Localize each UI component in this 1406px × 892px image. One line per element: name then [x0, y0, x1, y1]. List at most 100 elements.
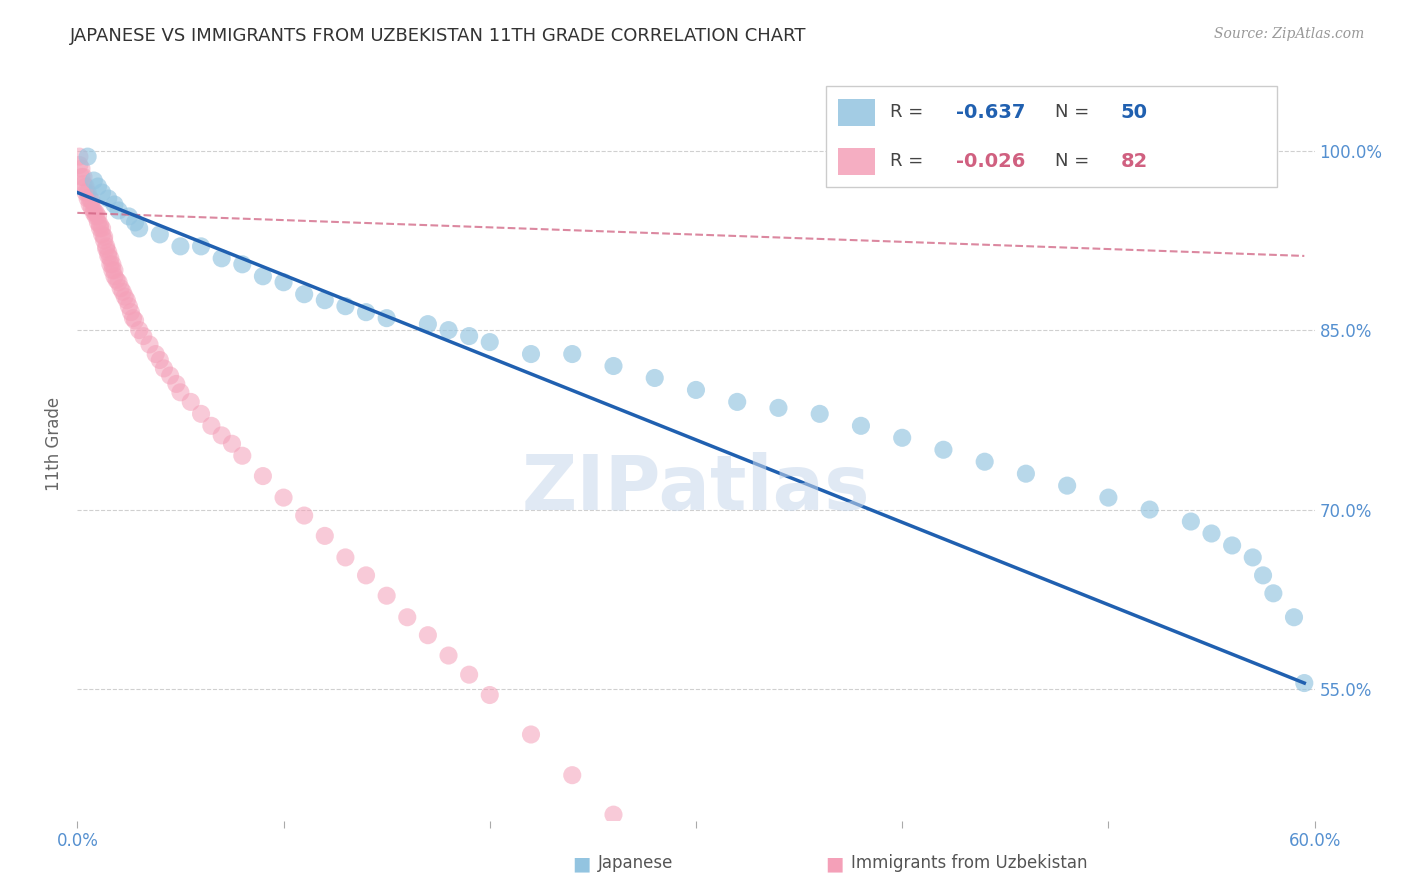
Point	[520, 347, 543, 361]
Text: R =: R =	[890, 103, 929, 121]
Text: ■: ■	[572, 854, 591, 873]
Point	[96, 242, 118, 256]
Point	[80, 201, 103, 215]
Point	[416, 628, 439, 642]
Point	[145, 347, 167, 361]
Point	[93, 233, 115, 247]
Point	[96, 239, 118, 253]
Point	[685, 383, 707, 397]
Point	[87, 179, 110, 194]
Point	[132, 329, 155, 343]
Point	[180, 395, 202, 409]
Point	[75, 186, 97, 200]
Point	[79, 197, 101, 211]
Point	[1097, 491, 1119, 505]
Point	[83, 206, 105, 220]
Point	[153, 361, 176, 376]
Point	[101, 257, 124, 271]
Point	[725, 395, 748, 409]
Point	[808, 407, 831, 421]
Text: R =: R =	[890, 153, 929, 170]
Point	[98, 257, 121, 271]
Point	[1282, 610, 1305, 624]
Point	[103, 197, 125, 211]
Point	[169, 385, 191, 400]
Point	[124, 313, 146, 327]
Point	[98, 252, 121, 266]
Point	[849, 418, 872, 433]
Point	[561, 768, 583, 782]
Point	[437, 648, 460, 663]
Point	[335, 550, 357, 565]
Bar	[838, 98, 876, 126]
Point	[124, 215, 146, 229]
Point	[83, 173, 105, 187]
Point	[221, 437, 243, 451]
Point	[1056, 478, 1078, 492]
Text: ■: ■	[825, 854, 844, 873]
Point	[159, 368, 181, 383]
Text: ZIPatlas: ZIPatlas	[522, 452, 870, 526]
Point	[375, 311, 398, 326]
Point	[103, 269, 125, 284]
Point	[87, 210, 110, 224]
Point	[91, 221, 114, 235]
Text: -0.026: -0.026	[956, 152, 1025, 170]
Point	[602, 359, 624, 373]
Point	[128, 323, 150, 337]
Point	[211, 252, 233, 266]
Text: -0.637: -0.637	[956, 103, 1025, 121]
Point	[602, 807, 624, 822]
Point	[93, 229, 115, 244]
Point	[252, 469, 274, 483]
Point	[561, 347, 583, 361]
Point	[72, 169, 94, 184]
Point	[644, 371, 666, 385]
Point	[292, 508, 315, 523]
Point	[375, 589, 398, 603]
Point	[231, 449, 253, 463]
Point	[458, 329, 481, 343]
Point	[72, 177, 94, 191]
Point	[1241, 550, 1264, 565]
Point	[1015, 467, 1038, 481]
Point	[273, 275, 295, 289]
Point	[138, 337, 160, 351]
Point	[76, 150, 98, 164]
Point	[644, 847, 666, 862]
Text: 82: 82	[1121, 152, 1147, 170]
Point	[1263, 586, 1285, 600]
Text: JAPANESE VS IMMIGRANTS FROM UZBEKISTAN 11TH GRADE CORRELATION CHART: JAPANESE VS IMMIGRANTS FROM UZBEKISTAN 1…	[70, 27, 807, 45]
Point	[314, 529, 336, 543]
Point	[76, 192, 98, 206]
Text: Immigrants from Uzbekistan: Immigrants from Uzbekistan	[851, 855, 1087, 872]
Text: 50: 50	[1121, 103, 1147, 121]
Point	[80, 194, 103, 208]
Point	[84, 210, 107, 224]
Point	[91, 186, 114, 200]
Point	[520, 727, 543, 741]
Point	[103, 263, 125, 277]
Point	[252, 269, 274, 284]
Point	[458, 667, 481, 681]
Point	[1251, 568, 1274, 582]
Point	[91, 227, 114, 242]
Point	[768, 401, 790, 415]
Point	[396, 610, 419, 624]
Point	[891, 431, 914, 445]
Text: N =: N =	[1054, 103, 1095, 121]
Point	[118, 210, 141, 224]
Y-axis label: 11th Grade: 11th Grade	[45, 397, 63, 491]
Point	[1139, 502, 1161, 516]
Point	[79, 192, 101, 206]
Point	[111, 285, 134, 299]
Point	[932, 442, 955, 457]
Point	[105, 273, 128, 287]
Point	[84, 206, 107, 220]
Point	[115, 293, 138, 308]
Text: Source: ZipAtlas.com: Source: ZipAtlas.com	[1213, 27, 1364, 41]
Point	[354, 568, 377, 582]
Point	[118, 299, 141, 313]
Point	[211, 428, 233, 442]
Point	[190, 239, 212, 253]
